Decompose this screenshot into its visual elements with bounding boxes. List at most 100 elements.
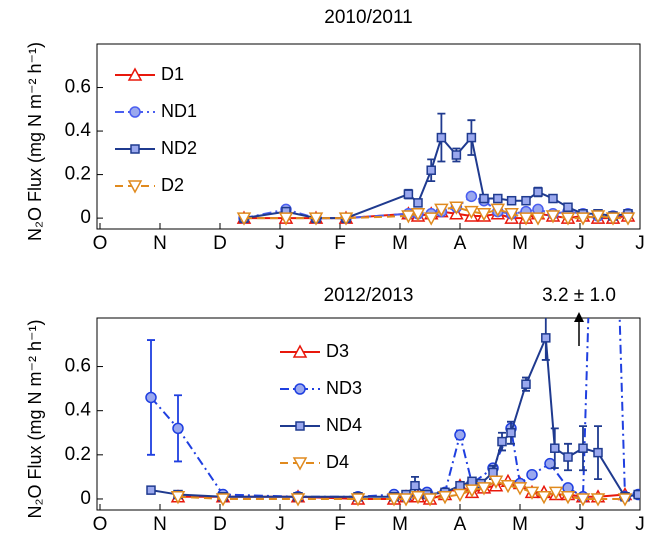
marker xyxy=(530,212,546,226)
marker xyxy=(452,488,468,503)
x-tick-label: M xyxy=(512,514,528,535)
x-tick-label: J xyxy=(635,514,645,535)
marker xyxy=(410,208,426,222)
legend-label: D3 xyxy=(326,341,349,361)
marker xyxy=(422,493,438,507)
marker xyxy=(127,67,143,81)
y-tick-label: 0.6 xyxy=(65,356,91,377)
marker xyxy=(170,491,186,505)
y-tick-label: 0 xyxy=(80,488,91,509)
marker xyxy=(426,165,436,175)
marker xyxy=(524,486,540,500)
marker xyxy=(413,198,423,208)
chart-title: 2010/2011 xyxy=(324,7,412,28)
annotation-arrowhead xyxy=(574,312,584,322)
legend-label: ND2 xyxy=(161,138,197,158)
marker xyxy=(236,212,252,226)
series-line xyxy=(177,480,625,500)
marker xyxy=(466,132,477,143)
marker xyxy=(295,421,305,431)
y-tick-label: 0.6 xyxy=(65,77,91,98)
legend-entry: D2 xyxy=(115,175,184,195)
marker xyxy=(308,212,324,226)
x-tick-label: J xyxy=(575,233,585,254)
marker xyxy=(563,202,573,212)
marker xyxy=(563,452,573,462)
x-tick-label: O xyxy=(93,233,108,254)
marker xyxy=(521,195,531,206)
marker xyxy=(504,208,519,222)
y-tick-label: 0 xyxy=(80,207,91,228)
legend-label: D2 xyxy=(161,175,184,195)
x-tick-label: M xyxy=(512,233,528,254)
y-tick-label: 0.2 xyxy=(65,444,91,465)
marker xyxy=(386,493,402,507)
marker xyxy=(451,150,462,160)
marker xyxy=(518,212,534,226)
marker xyxy=(436,132,447,143)
marker xyxy=(541,333,551,343)
marker xyxy=(454,429,466,441)
panel: 2012/2013 N₂O Flux (mg N m⁻² h⁻¹) 0 0.2 0.4 0… xyxy=(25,285,645,535)
legend-label: D1 xyxy=(161,64,184,84)
marker xyxy=(578,443,588,453)
chart-title: 2012/2013 xyxy=(324,285,414,306)
marker xyxy=(410,480,420,491)
x-tick-label: A xyxy=(454,233,467,254)
plot-frame xyxy=(96,317,641,511)
x-tick-label: D xyxy=(213,514,227,535)
marker xyxy=(550,443,560,453)
x-tick-label: F xyxy=(334,233,346,254)
x-tick-label: J xyxy=(275,233,285,254)
marker xyxy=(617,493,633,507)
x-tick-label: J xyxy=(635,233,645,254)
x-tick-label: J xyxy=(275,514,285,535)
marker xyxy=(127,180,143,194)
legend-label: ND3 xyxy=(326,378,362,398)
marker xyxy=(130,144,140,154)
marker xyxy=(294,383,306,395)
marker xyxy=(526,468,538,481)
marker xyxy=(350,493,366,507)
legend-entry: D3 xyxy=(280,341,349,361)
marker xyxy=(620,212,636,226)
marker xyxy=(536,491,552,505)
marker xyxy=(488,467,498,478)
marker xyxy=(398,493,414,507)
legend-entry: ND1 xyxy=(115,101,197,121)
marker xyxy=(560,491,576,505)
marker xyxy=(403,189,414,199)
marker xyxy=(575,212,591,226)
marker xyxy=(533,187,543,197)
marker xyxy=(434,203,449,217)
marker xyxy=(560,212,576,226)
marker xyxy=(437,491,453,505)
marker xyxy=(401,210,416,224)
x-tick-label: M xyxy=(392,514,408,535)
x-tick-label: A xyxy=(454,514,467,535)
y-axis-label: N₂O Flux (mg N m⁻² h⁻¹) xyxy=(25,42,45,241)
plot-frame xyxy=(96,43,641,230)
marker xyxy=(500,479,516,494)
marker xyxy=(464,484,480,498)
legend-label: ND4 xyxy=(326,415,362,435)
y-tick-label: 0.4 xyxy=(65,400,92,421)
marker xyxy=(497,436,507,447)
annotation: 3.2 ± 1.0 xyxy=(542,285,616,306)
marker xyxy=(590,493,606,507)
series-line xyxy=(244,206,628,220)
marker xyxy=(129,106,141,118)
marker xyxy=(423,212,439,226)
marker xyxy=(292,344,308,358)
legend-entry: ND4 xyxy=(280,415,362,435)
marker xyxy=(605,212,621,226)
marker xyxy=(633,489,640,500)
y-tick-label: 0.4 xyxy=(65,120,92,141)
marker xyxy=(449,201,464,215)
marker xyxy=(575,493,591,507)
marker xyxy=(476,208,492,222)
marker xyxy=(172,422,184,435)
marker xyxy=(290,493,306,507)
marker xyxy=(467,476,477,487)
